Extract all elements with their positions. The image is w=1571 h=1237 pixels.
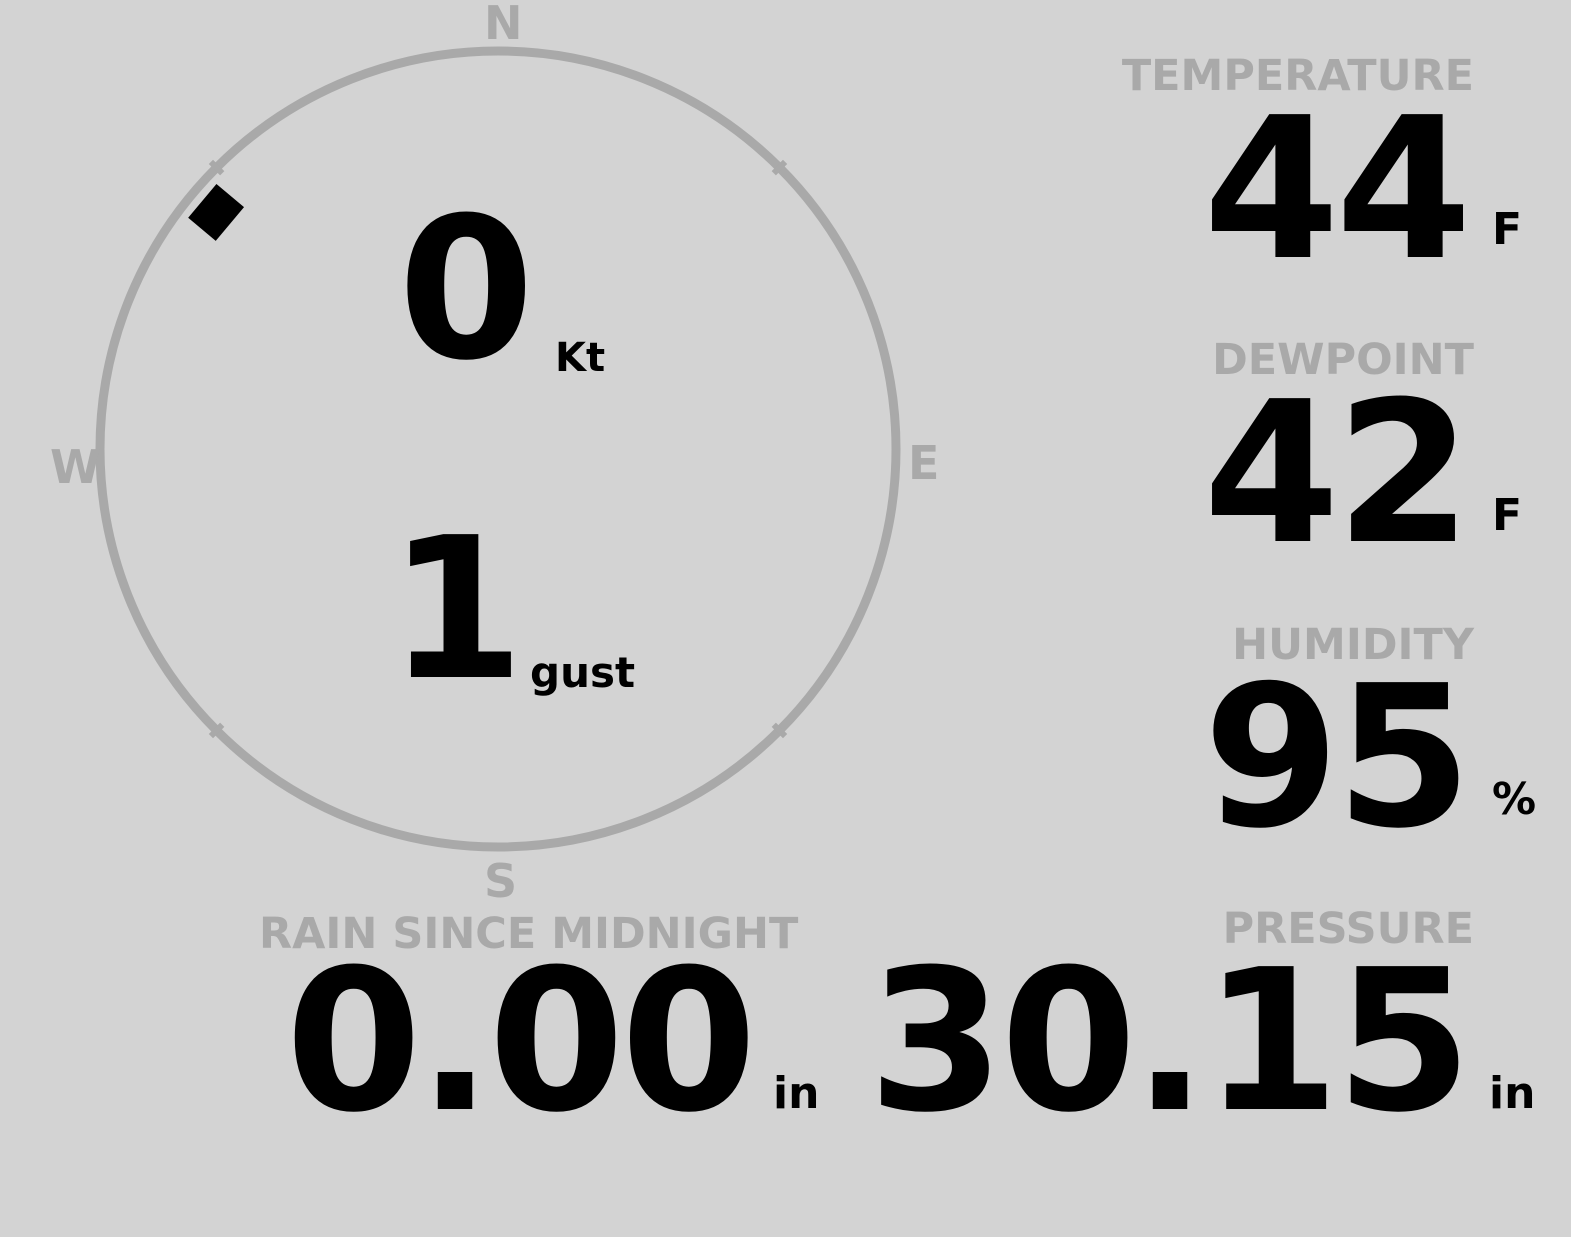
wind-speed-unit: Kt [555, 335, 606, 381]
temperature-label: TEMPERATURE [1121, 51, 1474, 101]
compass-ring [95, 46, 901, 852]
dewpoint-value: 42 [1203, 360, 1472, 588]
compass-tick [208, 722, 225, 739]
pressure-label: PRESSURE [1222, 904, 1474, 954]
compass-n: N [484, 0, 523, 50]
compass-tick [208, 159, 225, 176]
pressure-unit: in [1489, 1068, 1536, 1119]
rain-unit: in [773, 1068, 820, 1119]
compass-w: W [50, 440, 101, 494]
wind-compass [95, 46, 901, 852]
temperature-unit: F [1492, 204, 1523, 255]
compass-tick [771, 722, 788, 739]
dewpoint-unit: F [1492, 490, 1523, 541]
compass-s: S [484, 854, 518, 908]
compass-tick [771, 159, 788, 176]
wind-gust-unit: gust [530, 648, 636, 697]
humidity-label: HUMIDITY [1232, 620, 1474, 670]
compass-e: E [908, 436, 940, 490]
pressure-value: 30.15 [868, 928, 1472, 1156]
wind-speed-value: 0 [398, 176, 534, 404]
rain-value: 0.00 [285, 928, 757, 1156]
wind-direction-marker [188, 184, 245, 241]
temperature-value: 44 [1203, 76, 1472, 304]
dewpoint-label: DEWPOINT [1212, 335, 1474, 385]
wind-gust-value: 1 [388, 496, 524, 724]
humidity-unit: % [1492, 774, 1537, 825]
humidity-value: 95 [1203, 644, 1472, 872]
rain-label: RAIN SINCE MIDNIGHT [259, 909, 799, 959]
